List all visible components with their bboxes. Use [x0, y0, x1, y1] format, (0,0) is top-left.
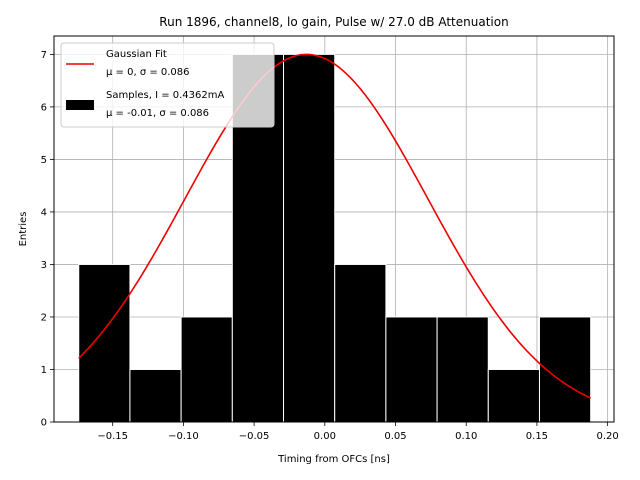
- y-tick-label: 3: [41, 260, 47, 271]
- histogram-bar: [538, 316, 592, 423]
- y-tick-label: 2: [41, 312, 47, 323]
- histogram-bar: [385, 316, 438, 423]
- legend: Gaussian Fit μ = 0, σ = 0.086 Samples, I…: [60, 42, 275, 128]
- x-tick-label: −0.15: [97, 431, 128, 442]
- y-axis-label: Entries: [18, 212, 29, 247]
- gaussian-fit-line: [78, 53, 592, 399]
- plot-frame: [53, 35, 615, 423]
- histogram-bar: [129, 368, 182, 423]
- legend-fit-label: Gaussian Fit: [106, 49, 167, 60]
- x-axis-ticks: −0.15 −0.10 −0.05 0.00 0.05 0.10 0.15 0.20: [97, 422, 619, 442]
- x-tick-label: −0.05: [239, 431, 270, 442]
- x-tick-label: 0.05: [384, 431, 406, 442]
- y-tick-label: 6: [41, 102, 47, 113]
- chart-title: Run 1896, channel8, lo gain, Pulse w/ 27…: [159, 15, 508, 29]
- histogram-bars: [78, 53, 592, 423]
- legend-box: [60, 42, 275, 128]
- histogram-bar: [487, 368, 540, 423]
- y-tick-label: 5: [41, 155, 47, 166]
- y-tick-label: 1: [41, 365, 47, 376]
- legend-samples-swatch: [66, 100, 94, 110]
- x-tick-label: −0.10: [168, 431, 199, 442]
- y-tick-label: 0: [41, 418, 47, 429]
- x-tick-label: 0.20: [597, 431, 619, 442]
- x-tick-label: 0.00: [314, 431, 336, 442]
- histogram-bar: [283, 53, 336, 423]
- y-tick-label: 7: [41, 50, 47, 61]
- x-tick-label: 0.15: [526, 431, 548, 442]
- histogram-bar: [436, 316, 489, 423]
- histogram-bar: [78, 263, 131, 423]
- histogram-bar: [180, 316, 233, 423]
- legend-samples-stats: μ = -0.01, σ = 0.086: [106, 108, 209, 119]
- y-axis-ticks: 0 1 2 3 4 5 6 7: [41, 50, 54, 429]
- legend-samples-label: Samples, I = 0.4362mA: [106, 90, 224, 101]
- histogram-bar: [334, 263, 387, 423]
- y-tick-label: 4: [41, 207, 47, 218]
- x-axis-label: Timing from OFCs [ns]: [277, 454, 390, 465]
- x-tick-label: 0.10: [455, 431, 477, 442]
- legend-fit-stats: μ = 0, σ = 0.086: [106, 67, 190, 78]
